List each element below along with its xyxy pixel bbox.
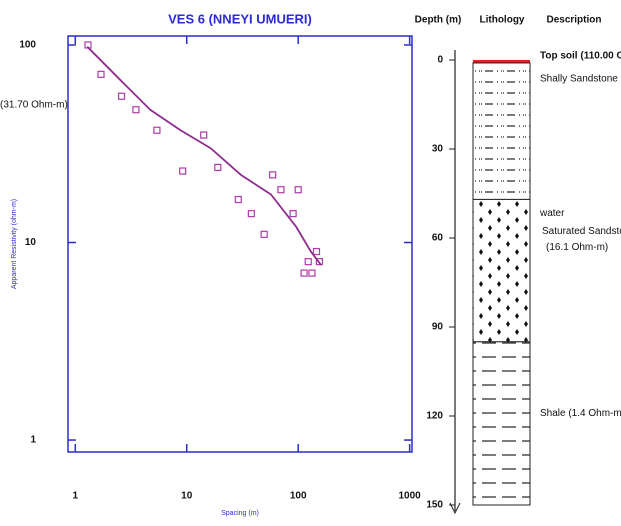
y-axis-label: Apparent Resistivity (ohm-m)	[11, 199, 18, 289]
data-point	[308, 269, 316, 277]
fit-line	[86, 46, 322, 266]
lithology-layer	[472, 198, 531, 343]
depth-arrow	[449, 502, 461, 515]
data-point	[277, 186, 285, 194]
data-point	[260, 230, 268, 238]
data-point	[289, 210, 297, 218]
layer-label: Saturated Sandstone	[542, 226, 621, 237]
data-point	[315, 258, 324, 266]
layer-label: Top soil (110.00 Ohm-m)	[540, 51, 621, 62]
column-header: Description	[546, 15, 601, 26]
layer-label: water	[539, 208, 565, 219]
depth-tick-label: 150	[426, 500, 443, 511]
depth-axis-label: Depth (m)	[415, 15, 462, 26]
data-point	[300, 269, 308, 277]
y-tick-label: 10	[25, 237, 37, 248]
depth-tick-label: 0	[437, 55, 443, 66]
depth-tick-label: 90	[432, 322, 444, 333]
x-tick-label: 100	[290, 491, 307, 502]
layer-label: (31.70 Ohm-m)	[0, 100, 68, 111]
data-point	[97, 70, 105, 78]
depth-tick-label: 120	[426, 411, 443, 422]
depth-tick-label: 60	[432, 233, 444, 244]
depth-tick-label: 30	[432, 144, 444, 155]
data-point	[312, 247, 321, 256]
lithology-layer	[473, 60, 530, 63]
data-point	[200, 131, 208, 139]
data-point	[153, 126, 161, 134]
lithology-layer	[472, 341, 531, 506]
data-point	[132, 106, 140, 114]
y-tick-label: 1	[30, 435, 36, 446]
data-point	[214, 163, 222, 171]
data-point	[304, 258, 312, 266]
chart-title: VES 6 (NNEYI UMUERI)	[168, 11, 312, 26]
data-point	[179, 167, 187, 175]
layer-label: Shale (1.4 Ohm-m)	[540, 408, 621, 419]
lithology-layer	[472, 62, 531, 200]
x-tick-label: 1000	[399, 491, 422, 502]
column-header: Lithology	[480, 15, 525, 26]
x-tick-label: 10	[181, 491, 193, 502]
data-point	[234, 195, 242, 204]
x-tick-label: 1	[73, 491, 79, 502]
layer-label: Shally Sandstone	[540, 74, 618, 85]
data-point	[117, 92, 126, 100]
data-point	[247, 210, 255, 218]
layer-label: (16.1 Ohm-m)	[546, 242, 608, 253]
data-point	[294, 186, 302, 194]
x-axis-label: Spacing (m)	[221, 510, 259, 517]
y-tick-label: 100	[19, 40, 36, 51]
data-point	[269, 171, 277, 179]
plot-frame	[67, 35, 413, 453]
